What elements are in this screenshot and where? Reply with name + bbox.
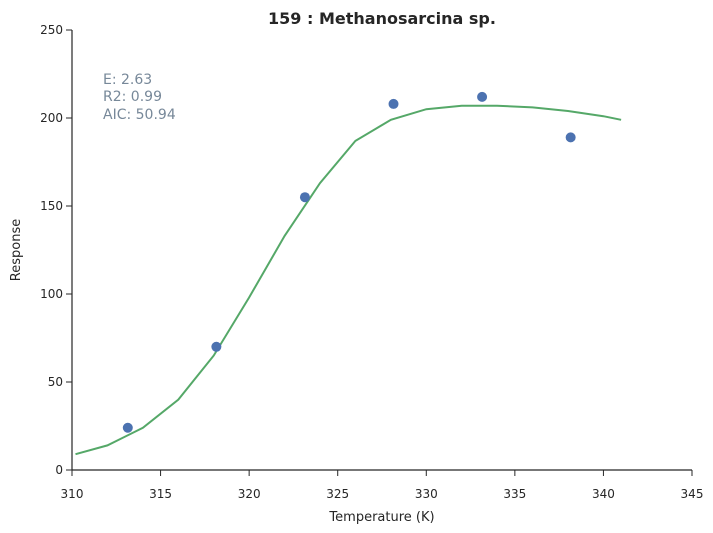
x-tick-label: 335 xyxy=(503,487,526,501)
data-point xyxy=(299,192,310,203)
data-point xyxy=(388,98,399,109)
x-tick-label: 325 xyxy=(326,487,349,501)
x-tick-label: 320 xyxy=(238,487,261,501)
x-tick-label: 315 xyxy=(149,487,172,501)
y-axis-title: Response xyxy=(9,219,24,281)
y-tick-label: 250 xyxy=(40,23,63,37)
y-tick-label: 50 xyxy=(48,375,63,389)
data-points xyxy=(122,91,576,433)
fit-curve xyxy=(75,104,622,456)
stat-aic: AIC: 50.94 xyxy=(103,107,176,123)
x-axis-title: Temperature (K) xyxy=(328,510,434,525)
y-tick-label: 0 xyxy=(55,463,63,477)
y-axis-ticks: 0 50 100 150 200 250 xyxy=(40,23,72,477)
x-tick-label: 340 xyxy=(592,487,615,501)
stat-e: E: 2.63 xyxy=(103,72,152,88)
data-point xyxy=(122,422,133,433)
y-tick-label: 200 xyxy=(40,111,63,125)
data-point xyxy=(477,91,488,102)
x-axis-ticks: 310 315 320 325 330 335 340 345 xyxy=(61,470,704,501)
x-tick-label: 345 xyxy=(681,487,704,501)
data-point xyxy=(565,132,576,143)
stat-r2: R2: 0.99 xyxy=(103,89,162,105)
x-tick-label: 330 xyxy=(415,487,438,501)
chart-title: 159 : Methanosarcina sp. xyxy=(268,9,496,28)
y-tick-label: 100 xyxy=(40,287,63,301)
data-point xyxy=(211,341,222,352)
y-tick-label: 150 xyxy=(40,199,63,213)
x-tick-label: 310 xyxy=(61,487,84,501)
